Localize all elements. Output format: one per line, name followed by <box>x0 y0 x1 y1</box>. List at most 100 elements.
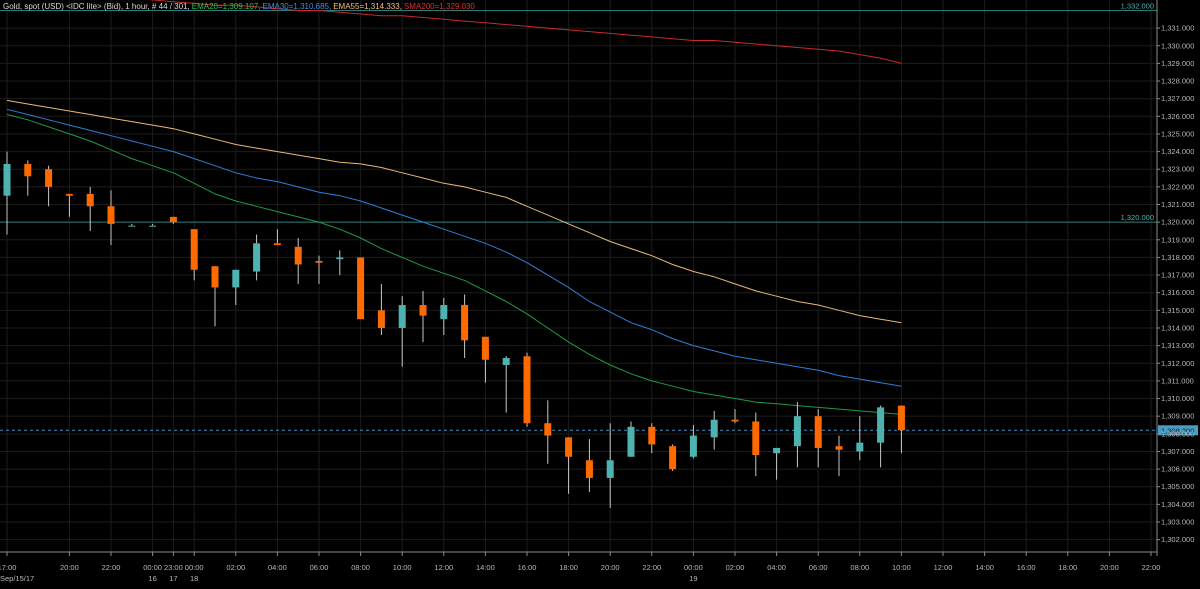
candle-body <box>585 460 593 478</box>
header-part: EMA55=1,314.333, <box>333 2 402 11</box>
candle-body <box>253 243 261 272</box>
x-tick-label: 08:00 <box>850 563 869 572</box>
candle <box>773 447 781 480</box>
candle-body <box>689 435 697 457</box>
candle <box>648 423 656 454</box>
y-tick-label: 1,327.000 <box>1161 94 1194 103</box>
candle <box>398 296 406 367</box>
x-tick-label: 06:00 <box>310 563 329 572</box>
candle-body <box>294 246 302 265</box>
candles <box>3 151 905 508</box>
candle <box>669 444 677 471</box>
level-label: 1,320.000 <box>1121 213 1154 222</box>
candle <box>565 437 573 494</box>
series-line-ema55 <box>6 99 902 324</box>
y-tick-label: 1,318.000 <box>1161 253 1194 262</box>
x-tick-label: 22:00 <box>1142 563 1161 572</box>
candle <box>45 165 53 207</box>
y-tick-label: 1,309.000 <box>1161 412 1194 421</box>
candle <box>377 283 385 336</box>
candle <box>253 234 261 281</box>
candle <box>128 223 136 227</box>
candle-body <box>897 405 905 431</box>
candle-body <box>627 426 635 457</box>
candle-body <box>45 169 53 187</box>
candle-body <box>856 442 864 452</box>
y-tick-label: 1,312.000 <box>1161 359 1194 368</box>
candle-body <box>669 446 677 470</box>
candle <box>627 421 635 457</box>
date-label: 19 <box>689 574 697 583</box>
indicator-lines <box>6 0 902 415</box>
date-label: 17 <box>169 574 177 583</box>
x-tick-label: 10:00 <box>393 563 412 572</box>
y-tick-label: 1,324.000 <box>1161 147 1194 156</box>
candle-body <box>481 336 489 360</box>
candle <box>211 266 219 327</box>
header-part: EMA30=1,310.685, <box>262 2 331 11</box>
series-line-ema20 <box>6 114 902 415</box>
candle <box>461 294 469 358</box>
candle-body <box>357 257 365 320</box>
x-tick-label: 16:00 <box>518 563 537 572</box>
horizontal-levels: 1,332.000 1,320.000 1,308.200 <box>0 1 1198 436</box>
chart-header: Gold, spot (USD) <IDC lite> (Bid), 1 hou… <box>3 2 475 11</box>
candle-body <box>86 193 94 207</box>
candle-body <box>544 423 552 436</box>
candle-body <box>565 437 573 457</box>
x-tick-label: 16:00 <box>1017 563 1036 572</box>
candle <box>65 193 73 217</box>
x-tick-label: 20:00 <box>60 563 79 572</box>
candle-body <box>731 419 739 422</box>
candle-body <box>273 243 281 246</box>
candle-body <box>814 416 822 448</box>
x-tick-label: 00:00 <box>143 563 162 572</box>
candle <box>544 400 552 464</box>
candle-body <box>648 426 656 445</box>
y-tick-label: 1,311.000 <box>1161 376 1194 385</box>
candle-body <box>835 446 843 450</box>
x-tick-label: 00:00 <box>185 563 204 572</box>
candle-body <box>606 460 614 478</box>
candle <box>481 336 489 383</box>
candle-body <box>107 206 115 224</box>
y-tick-label: 1,317.000 <box>1161 271 1194 280</box>
candle-body <box>398 305 406 328</box>
candle <box>502 356 510 413</box>
x-tick-label: 22:00 <box>102 563 121 572</box>
date-label: 16 <box>148 574 156 583</box>
candle-body <box>377 310 385 328</box>
series-line-ema30 <box>6 108 902 387</box>
candle <box>24 160 32 196</box>
candle <box>731 409 739 424</box>
candle <box>585 439 593 493</box>
candle-body <box>128 225 136 227</box>
x-tick-label: 22:00 <box>642 563 661 572</box>
y-tick-label: 1,330.000 <box>1161 41 1194 50</box>
header-part: EMA20=1,309.107, <box>192 2 261 11</box>
x-tick-label: 20:00 <box>601 563 620 572</box>
y-tick-label: 1,319.000 <box>1161 235 1194 244</box>
y-tick-label: 1,305.000 <box>1161 482 1194 491</box>
x-tick-label: 00:00 <box>684 563 703 572</box>
x-tick-label: 04:00 <box>268 563 287 572</box>
date-label: 18 <box>190 574 198 583</box>
candle-body <box>752 421 760 455</box>
y-tick-label: 1,328.000 <box>1161 77 1194 86</box>
price-tag-bg <box>1158 425 1198 436</box>
x-tick-label: 12:00 <box>934 563 953 572</box>
y-tick-label: 1,314.000 <box>1161 323 1194 332</box>
x-tick-label: 18:00 <box>559 563 578 572</box>
y-tick-label: 1,310.000 <box>1161 394 1194 403</box>
x-tick-label: 23:00 <box>164 563 183 572</box>
candle <box>232 269 240 306</box>
x-tick-label: 04:00 <box>767 563 786 572</box>
candle <box>336 250 344 276</box>
candle-body <box>336 257 344 260</box>
candle <box>752 412 760 477</box>
y-tick-label: 1,329.000 <box>1161 59 1194 68</box>
x-tick-label: 14:00 <box>975 563 994 572</box>
candle <box>440 297 448 336</box>
candle <box>169 216 177 224</box>
